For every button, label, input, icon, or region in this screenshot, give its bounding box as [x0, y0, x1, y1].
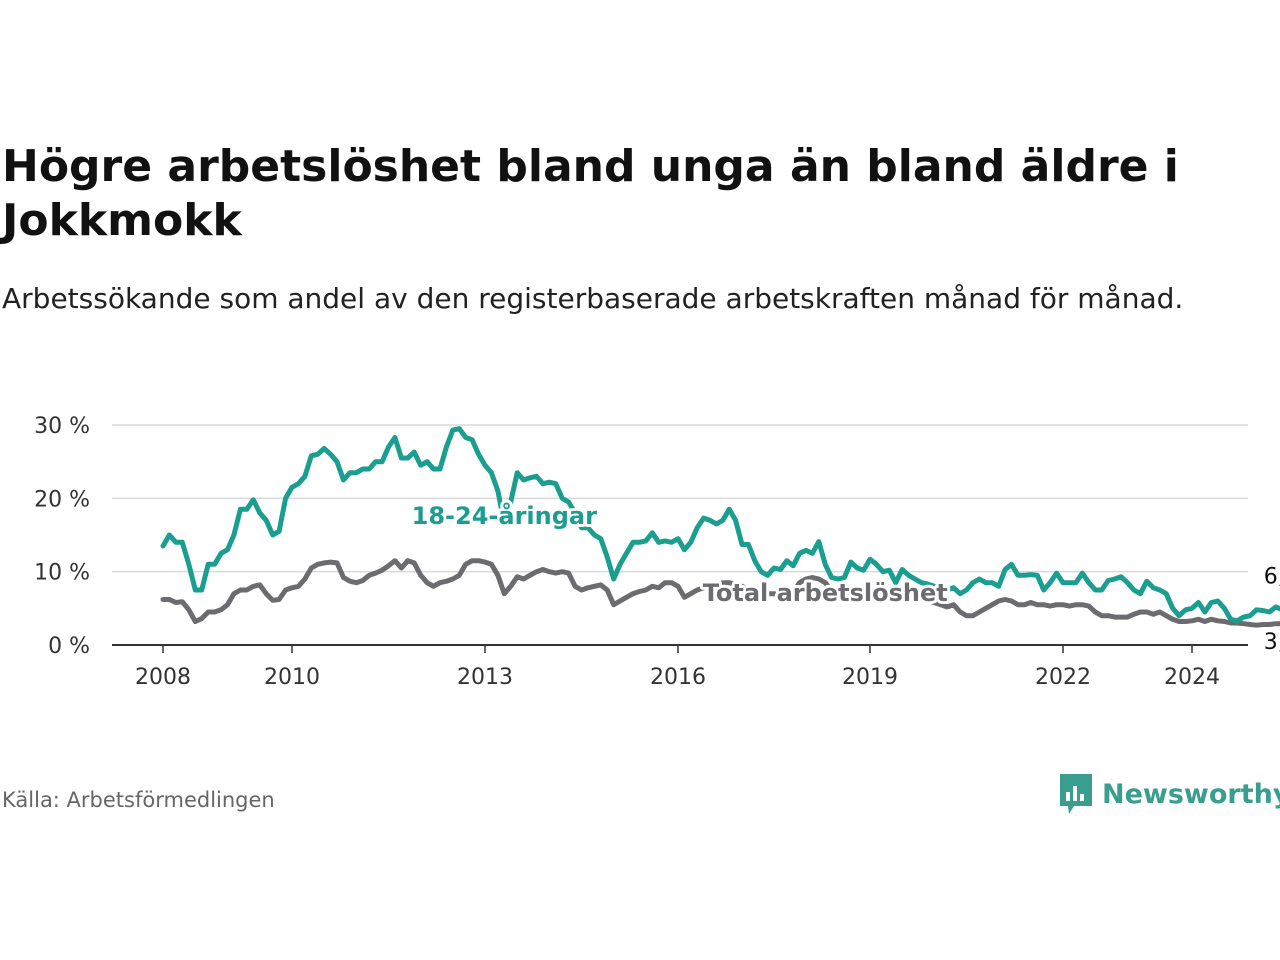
series-layer	[160, 426, 1280, 628]
bar-chart-speech-bubble-icon	[1060, 774, 1092, 814]
x-tick-label: 2010	[264, 665, 320, 690]
x-tick-label: 2008	[135, 665, 191, 690]
y-tick-label: 10 %	[34, 561, 90, 586]
series-line-total	[160, 558, 1280, 628]
chart-subtitle: Arbetssökande som andel av den registerb…	[2, 282, 1184, 315]
x-tick-label: 2019	[842, 665, 898, 690]
grid-layer	[112, 424, 1248, 653]
end-label-young: 6,7 %	[1264, 564, 1280, 589]
brand-name: Newsworthy	[1102, 778, 1280, 810]
y-tick-label: 20 %	[34, 487, 90, 512]
x-tick-label: 2022	[1035, 665, 1091, 690]
page-title: Högre arbetslöshet bland unga än bland ä…	[2, 141, 1179, 246]
y-tick-label: 0 %	[48, 634, 90, 659]
source-note: Källa: Arbetsförmedlingen	[2, 788, 275, 812]
x-tick-label: 2024	[1164, 665, 1220, 690]
x-tick-label: 2013	[457, 665, 513, 690]
series-label-total: Total arbetslöshet	[703, 579, 948, 607]
y-tick-label: 30 %	[34, 414, 90, 439]
end-label-total: 3,3 %	[1264, 630, 1280, 655]
series-line-young	[160, 426, 1280, 624]
label-layer: 0 % 10 % 20 % 30 % 2008 2010 2013 2016 2019 2022 2…	[34, 414, 1280, 690]
x-tick-label: 2016	[650, 665, 706, 690]
line-chart: 0 % 10 % 20 % 30 % 2008 2010 2013 2016 2019 2022 2…	[34, 414, 1280, 690]
series-label-young: 18-24-åringar	[412, 501, 597, 530]
brand-logo: Newsworthy	[1058, 772, 1280, 816]
